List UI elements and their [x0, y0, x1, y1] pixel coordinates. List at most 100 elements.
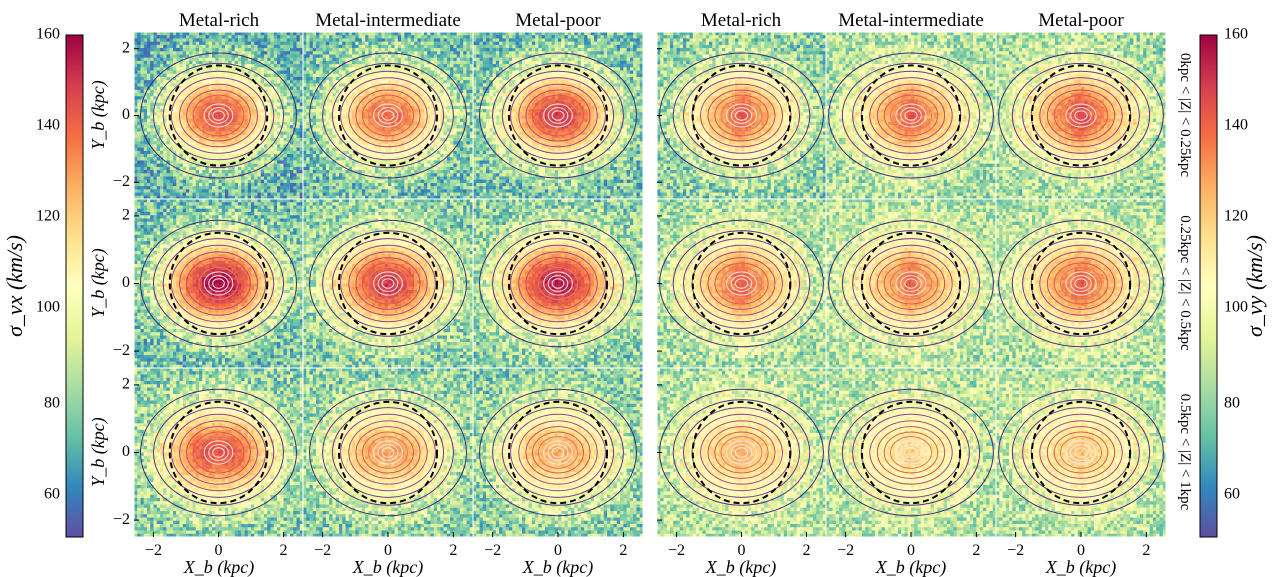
heatmap-cell	[241, 179, 245, 184]
heatmap-cell	[150, 35, 154, 39]
heatmap-cell	[309, 48, 314, 52]
heatmap-cell	[423, 38, 428, 43]
heatmap-cell	[182, 195, 187, 199]
heatmap-cell	[254, 41, 258, 46]
heatmap-cell	[225, 80, 229, 84]
heatmap-cell	[433, 67, 438, 71]
heatmap-cell	[316, 115, 320, 120]
heatmap-cell	[401, 134, 405, 139]
heatmap-cell	[459, 89, 464, 94]
heatmap-cell	[134, 163, 138, 168]
heatmap-cell	[195, 121, 200, 126]
heatmap-cell	[371, 41, 376, 46]
heatmap-cell	[251, 38, 255, 43]
heatmap-cell	[286, 115, 291, 120]
heatmap-cell	[257, 41, 262, 46]
heatmap-cell	[355, 44, 359, 49]
heatmap-cell	[199, 105, 203, 110]
heatmap-cell	[280, 70, 284, 75]
heatmap-cell	[270, 73, 275, 78]
heatmap-cell	[469, 125, 473, 129]
heatmap-cell	[329, 99, 333, 104]
heatmap-cell	[293, 115, 297, 120]
heatmap-cell	[251, 173, 255, 177]
heatmap-cell	[270, 128, 275, 132]
heatmap-cell	[176, 121, 180, 126]
heatmap-cell	[348, 83, 353, 87]
heatmap-cell	[153, 170, 158, 174]
heatmap-cell	[225, 96, 229, 100]
heatmap-cell	[189, 93, 193, 97]
heatmap-cell	[443, 48, 448, 52]
heatmap-cell	[231, 176, 236, 181]
heatmap-cell	[241, 131, 245, 136]
heatmap-cell	[306, 64, 310, 68]
heatmap-cell	[173, 173, 177, 177]
heatmap-cell	[241, 70, 245, 75]
heatmap-cell	[179, 35, 184, 39]
heatmap-cell	[453, 115, 458, 120]
heatmap-cell	[225, 41, 229, 46]
heatmap-cell	[388, 60, 392, 65]
heatmap-cell	[440, 144, 444, 149]
heatmap-cell	[251, 166, 255, 171]
heatmap-cell	[414, 134, 418, 139]
heatmap-cell	[290, 166, 294, 171]
heatmap-cell	[264, 76, 268, 81]
heatmap-cell	[414, 48, 418, 52]
heatmap-cell	[450, 89, 454, 94]
heatmap-cell	[456, 67, 461, 71]
heatmap-cell	[378, 96, 382, 100]
heatmap-cell	[374, 128, 379, 132]
heatmap-cell	[309, 96, 314, 100]
heatmap-cell	[280, 86, 284, 91]
heatmap-cell	[332, 144, 337, 149]
heatmap-cell	[189, 99, 193, 104]
heatmap-cell	[384, 70, 389, 75]
heatmap-cell	[293, 137, 297, 142]
heatmap-cell	[319, 154, 324, 158]
heatmap-cell	[244, 60, 249, 65]
heatmap-cell	[153, 73, 158, 78]
heatmap-cell	[358, 105, 363, 110]
heatmap-cell	[325, 35, 330, 39]
heatmap-cell	[414, 118, 418, 123]
heatmap-cell	[273, 131, 278, 136]
heatmap-cell	[234, 186, 239, 190]
heatmap-cell	[150, 128, 154, 132]
heatmap-cell	[186, 128, 190, 132]
heatmap-cell	[173, 176, 177, 181]
heatmap-cell	[440, 60, 444, 65]
heatmap-cell	[453, 147, 458, 152]
heatmap-cell	[365, 48, 369, 52]
heatmap-cell	[338, 57, 343, 62]
heatmap-cell	[160, 192, 164, 197]
heatmap-cell	[202, 64, 206, 68]
heatmap-cell	[228, 112, 232, 116]
heatmap-cell	[433, 160, 438, 165]
heatmap-cell	[345, 51, 350, 55]
heatmap-cell	[143, 76, 148, 81]
heatmap-cell	[189, 89, 193, 94]
heatmap-cell	[189, 137, 193, 142]
heatmap-cell	[410, 125, 415, 129]
heatmap-cell	[221, 182, 226, 187]
heatmap-cell	[312, 137, 317, 142]
heatmap-cell	[286, 150, 291, 155]
heatmap-cell	[394, 134, 399, 139]
heatmap-cell	[338, 105, 343, 110]
heatmap-cell	[182, 128, 187, 132]
heatmap-cell	[404, 38, 409, 43]
heatmap-cell	[166, 166, 171, 171]
heatmap-cell	[251, 35, 255, 39]
heatmap-cell	[312, 121, 317, 126]
heatmap-cell	[238, 160, 242, 165]
heatmap-cell	[388, 44, 392, 49]
heatmap-cell	[293, 144, 297, 149]
heatmap-cell	[469, 38, 473, 43]
heatmap-cell	[169, 93, 174, 97]
heatmap-cell	[306, 48, 310, 52]
heatmap-cell	[221, 186, 226, 190]
heatmap-cell	[437, 134, 441, 139]
heatmap-cell	[225, 125, 229, 129]
